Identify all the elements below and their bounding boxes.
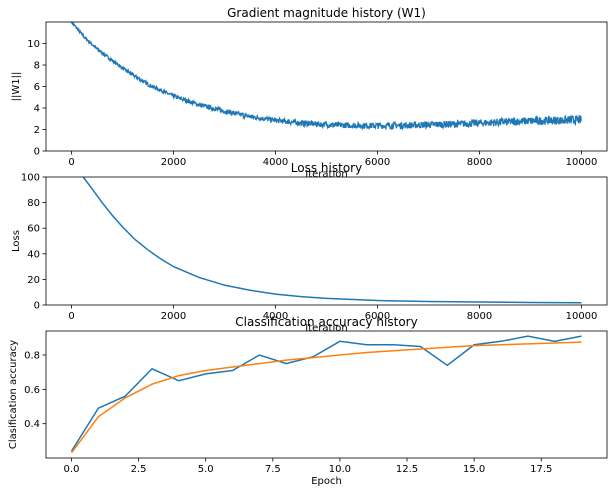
chart-title: Loss history bbox=[291, 161, 362, 175]
x-tick-label: 0 bbox=[68, 157, 74, 168]
x-axis-label: Iteration bbox=[305, 323, 347, 334]
series-line-accuracy-2 bbox=[70, 341, 582, 454]
chart-title: Classification accuracy history bbox=[235, 315, 417, 329]
x-tick-label: 0 bbox=[68, 311, 74, 322]
axes-frame bbox=[45, 176, 608, 306]
x-axis-label: Epoch bbox=[311, 476, 342, 487]
y-tick-label: 0.4 bbox=[24, 419, 40, 430]
y-axis-label: Clasification accuracy bbox=[8, 340, 19, 449]
y-axis-label: Loss bbox=[11, 230, 22, 252]
y-tick-label: 2 bbox=[34, 125, 40, 136]
x-tick-label: 10000 bbox=[566, 311, 598, 322]
y-tick-label: 0 bbox=[34, 147, 40, 158]
x-tick-label: 4000 bbox=[263, 157, 288, 168]
y-tick-label: 40 bbox=[27, 249, 40, 260]
y-tick-label: 0 bbox=[34, 301, 40, 312]
chart-title: Gradient magnitude history (W1) bbox=[227, 6, 426, 20]
y-tick-label: 0.8 bbox=[24, 351, 40, 362]
x-tick-label: 0.0 bbox=[64, 464, 80, 475]
x-tick-label: 5.0 bbox=[198, 464, 214, 475]
x-tick-label: 8000 bbox=[467, 157, 492, 168]
series-line-accuracy-1 bbox=[70, 335, 582, 452]
y-tick-label: 8 bbox=[34, 61, 40, 72]
axes-frame bbox=[45, 21, 608, 152]
y-tick-label: 80 bbox=[27, 198, 40, 209]
x-tick-label: 15.0 bbox=[463, 464, 485, 475]
x-tick-label: 6000 bbox=[365, 157, 390, 168]
y-tick-label: 0.6 bbox=[24, 385, 40, 396]
axes-frame bbox=[45, 330, 608, 459]
y-tick-label: 10 bbox=[27, 39, 40, 50]
y-axis-label: ||W1|| bbox=[11, 72, 22, 102]
series-line-grad-norm bbox=[70, 22, 582, 132]
x-tick-label: 8000 bbox=[467, 311, 492, 322]
x-tick-label: 4000 bbox=[263, 311, 288, 322]
series-line-loss bbox=[82, 177, 582, 304]
x-tick-label: 2.5 bbox=[131, 464, 147, 475]
x-tick-label: 2000 bbox=[161, 157, 186, 168]
y-tick-label: 60 bbox=[27, 224, 40, 235]
y-tick-label: 100 bbox=[21, 173, 40, 184]
x-tick-label: 10.0 bbox=[329, 464, 351, 475]
x-axis-label: Iteration bbox=[305, 169, 347, 180]
x-tick-label: 10000 bbox=[566, 157, 598, 168]
x-tick-label: 17.5 bbox=[530, 464, 552, 475]
x-tick-label: 2000 bbox=[161, 311, 186, 322]
x-tick-label: 6000 bbox=[365, 311, 390, 322]
x-tick-label: 12.5 bbox=[396, 464, 418, 475]
x-tick-label: 7.5 bbox=[265, 464, 281, 475]
y-tick-label: 4 bbox=[34, 104, 40, 115]
y-tick-label: 20 bbox=[27, 275, 40, 286]
y-tick-label: 6 bbox=[34, 82, 40, 93]
